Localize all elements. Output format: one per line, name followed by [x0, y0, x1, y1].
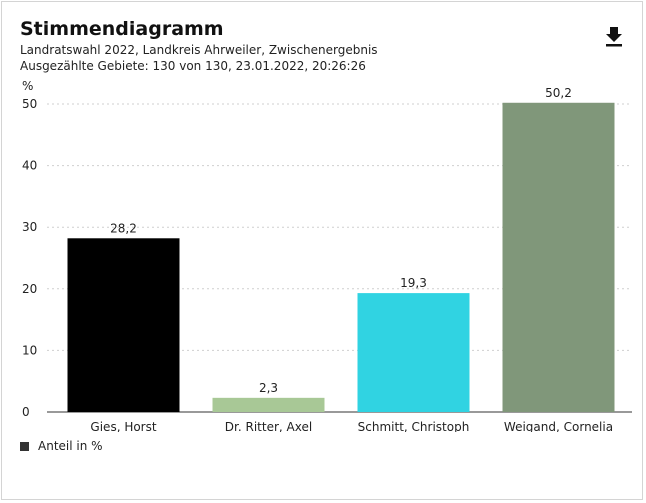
- y-tick-label: 10: [22, 343, 37, 357]
- x-tick-label: Gies, Horst: [90, 420, 156, 432]
- bar: [212, 397, 325, 412]
- data-label: 28,2: [110, 221, 137, 235]
- x-tick-label: Weigand, Cornelia: [504, 420, 613, 432]
- bar: [67, 238, 180, 412]
- y-tick-label: 20: [22, 282, 37, 296]
- chart-subtitle: Landratswahl 2022, Landkreis Ahrweiler, …: [20, 43, 378, 57]
- y-tick-label: 50: [22, 97, 37, 111]
- bar-chart: % 0 10 20 30 40 50 28,2 Gies, Horst 2,3 Dr. Ritter…: [22, 79, 632, 432]
- legend: Anteil in %: [20, 439, 103, 453]
- y-tick-label: 30: [22, 220, 37, 234]
- chart-title: Stimmendiagramm: [20, 18, 224, 40]
- y-tick-label: 40: [22, 159, 37, 173]
- legend-label: Anteil in %: [38, 439, 103, 453]
- download-icon: [606, 27, 622, 47]
- y-axis-unit-label: %: [22, 79, 33, 93]
- legend-swatch: [20, 441, 29, 451]
- bar: [502, 102, 615, 412]
- y-tick-label: 0: [22, 405, 30, 419]
- chart-subtitle-counted: Ausgezählte Gebiete: 130 von 130, 23.01.…: [20, 59, 366, 73]
- x-tick-label: Dr. Ritter, Axel: [225, 420, 312, 432]
- data-label: 19,3: [400, 276, 427, 290]
- x-tick-label: Schmitt, Christoph: [358, 420, 470, 432]
- download-button[interactable]: [602, 24, 626, 48]
- data-label: 50,2: [545, 86, 572, 100]
- bar: [357, 293, 470, 412]
- data-label: 2,3: [259, 381, 278, 395]
